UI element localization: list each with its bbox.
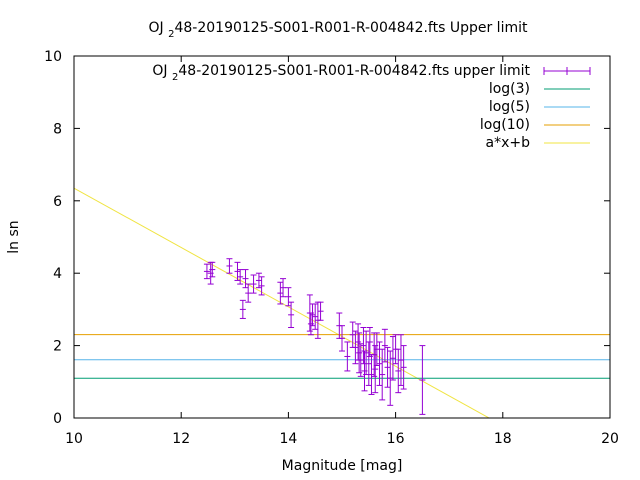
data-point <box>355 323 362 361</box>
data-point <box>226 258 233 274</box>
legend-label-fit: a*x+b <box>486 135 531 151</box>
data-point <box>373 332 380 367</box>
data-point <box>419 345 426 415</box>
data-point <box>376 341 383 386</box>
data-point <box>255 272 262 289</box>
y-tick-label: 0 <box>53 411 62 427</box>
data-point <box>352 330 359 365</box>
legend-entry-log3: log(3) <box>489 81 590 97</box>
data-point <box>389 336 396 381</box>
data-point <box>258 276 265 296</box>
legend-entry-log5: log(5) <box>489 99 590 115</box>
data-point <box>280 278 287 298</box>
data-point <box>237 269 244 285</box>
x-tick-label: 14 <box>279 431 297 447</box>
data-point <box>245 283 252 303</box>
data-point <box>239 299 246 319</box>
legend-label-log5: log(5) <box>489 99 530 115</box>
data-point <box>368 354 375 395</box>
plot-frame <box>73 55 611 419</box>
data-point <box>384 346 391 388</box>
legend-label-log10: log(10) <box>480 117 530 133</box>
data-point <box>366 327 373 357</box>
y-ticks: 0 2 4 6 8 10 <box>44 49 610 427</box>
y-tick-label: 8 <box>53 121 62 137</box>
data-point <box>357 343 364 377</box>
data-point <box>344 341 351 372</box>
y-tick-label: 6 <box>53 194 62 210</box>
data-point <box>242 269 249 289</box>
data-point <box>395 348 402 394</box>
data-point <box>203 263 210 280</box>
data-point <box>234 261 241 281</box>
data-point <box>349 321 356 348</box>
y-tick-label: 10 <box>44 49 62 65</box>
data-point <box>381 328 388 363</box>
data-point <box>400 345 407 390</box>
x-tick-label: 18 <box>494 431 512 447</box>
legend-entry-data: OJ 248-20190125-S001-R001-R-004842.fts u… <box>152 63 591 83</box>
data-point <box>365 341 372 386</box>
y-tick-label: 4 <box>53 266 62 282</box>
legend-label-log3: log(3) <box>489 81 530 97</box>
y-axis-label: ln sn <box>6 220 22 253</box>
data-point <box>285 287 292 307</box>
data-point <box>379 348 386 401</box>
data-point <box>277 281 284 305</box>
data-point <box>250 274 257 294</box>
x-ticks: 10 12 14 16 18 20 <box>65 56 619 447</box>
data-point <box>397 334 404 386</box>
data-point <box>288 301 295 328</box>
data-point <box>339 325 345 352</box>
legend-swatch-data <box>543 67 591 75</box>
x-axis-label: Magnitude [mag] <box>282 458 403 474</box>
data-point <box>312 303 319 330</box>
x-tick-label: 10 <box>65 431 83 447</box>
data-point <box>209 261 216 278</box>
legend: OJ 248-20190125-S001-R001-R-004842.fts u… <box>152 63 591 151</box>
y-tick-label: 2 <box>53 339 62 355</box>
points-layer <box>203 258 426 415</box>
x-tick-label: 12 <box>172 431 190 447</box>
data-point <box>360 327 367 365</box>
data-point <box>371 332 378 377</box>
legend-entry-log10: log(10) <box>480 117 590 133</box>
chart-title: OJ 248-20190125-S001-R001-R-004842.fts U… <box>149 20 528 40</box>
x-tick-label: 20 <box>601 431 619 447</box>
data-point <box>387 350 394 406</box>
data-point <box>363 330 370 376</box>
data-point <box>317 301 324 321</box>
legend-entry-fit: a*x+b <box>486 135 590 151</box>
legend-label-data: OJ 248-20190125-S001-R001-R-004842.fts u… <box>152 63 530 83</box>
x-tick-label: 16 <box>387 431 405 447</box>
